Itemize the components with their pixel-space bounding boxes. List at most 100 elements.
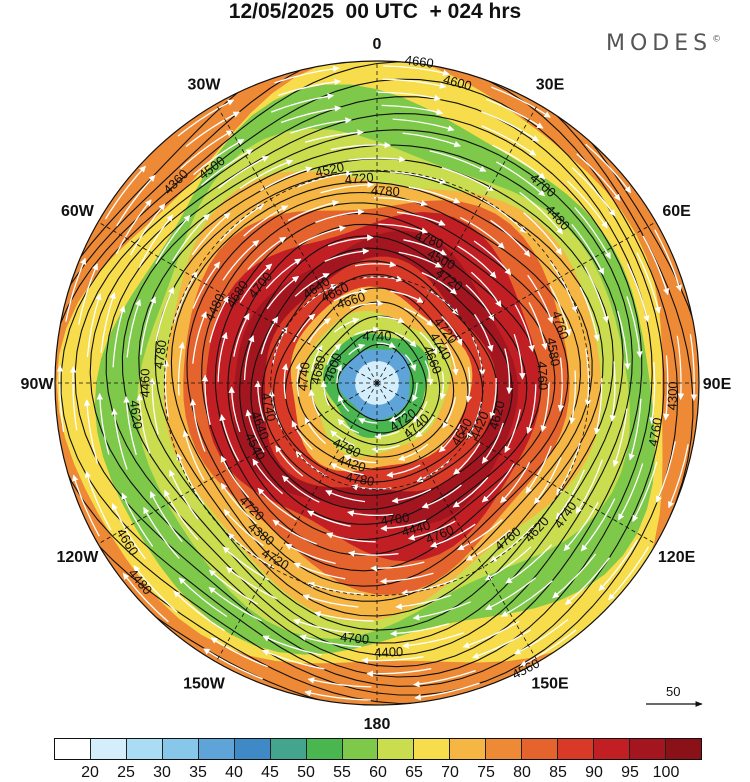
contour-label: 4720 — [344, 170, 374, 187]
streamline — [391, 488, 432, 504]
streamline — [462, 620, 520, 649]
contour-label: 4440 — [400, 517, 432, 539]
streamline — [270, 93, 335, 113]
streamline — [569, 370, 577, 425]
height-contour — [186, 191, 582, 587]
contour-label: 4660 — [404, 52, 435, 71]
streamline — [465, 284, 495, 322]
streamline — [209, 295, 229, 343]
streamline — [632, 461, 658, 522]
streamline — [257, 487, 297, 521]
contour-label: 4780 — [371, 183, 401, 199]
contour-label: 4780 — [151, 339, 170, 370]
colorbar-swatch — [270, 739, 307, 759]
streamline — [626, 296, 643, 358]
colorbar-swatch — [378, 739, 415, 759]
streamline — [376, 341, 396, 348]
streamline — [495, 161, 546, 197]
colorbar-swatch — [55, 739, 91, 759]
streamline — [571, 223, 605, 275]
streamline — [176, 453, 205, 505]
streamline — [136, 393, 151, 454]
streamline — [390, 171, 447, 185]
contour-label: 4760 — [535, 361, 551, 391]
streamline — [203, 648, 263, 680]
colorbar-swatch — [665, 739, 701, 759]
streamline — [556, 442, 581, 496]
streamline — [563, 501, 599, 552]
streamline — [185, 111, 240, 148]
streamline — [280, 105, 342, 124]
streamline — [100, 292, 116, 353]
streamline — [121, 492, 154, 547]
streamline — [65, 257, 86, 322]
streamline — [403, 239, 447, 256]
streamline — [274, 65, 340, 84]
streamline — [320, 380, 330, 406]
contour-label: 4400 — [374, 644, 404, 660]
colorbar-label: 40 — [225, 764, 243, 781]
colorbar-labels: 20 25 30 35 40 45 50 55 60 65 70 75 80 85 90 95 100 — [0, 764, 750, 782]
streamline — [155, 214, 191, 265]
streamline — [254, 380, 265, 422]
lon-30e-label: 30E — [536, 76, 565, 93]
colorbar-label: 80 — [513, 764, 531, 781]
streamline — [609, 361, 617, 422]
streamline — [112, 305, 126, 368]
streamline — [295, 362, 302, 397]
colorbar-label: 50 — [297, 764, 315, 781]
streamline — [133, 565, 178, 613]
streamline — [557, 357, 565, 412]
streamline — [208, 569, 259, 605]
colorbar-label: 70 — [441, 764, 459, 781]
streamline — [642, 235, 670, 296]
lon-120e-label: 120E — [658, 549, 696, 566]
streamline — [402, 132, 461, 148]
streamline — [575, 459, 603, 514]
streamline — [155, 286, 175, 342]
streamline — [222, 546, 270, 581]
streamline — [663, 355, 670, 421]
streamline — [320, 181, 374, 194]
streamline — [333, 288, 368, 302]
streamline — [307, 510, 351, 527]
streamline — [398, 251, 442, 268]
colorbar-swatch — [486, 739, 523, 759]
streamline — [148, 377, 159, 435]
streamline — [390, 290, 424, 304]
lon-60e-label: 60E — [662, 203, 691, 220]
colorbar-swatch — [594, 739, 630, 759]
streamline — [330, 430, 355, 447]
streamline — [378, 223, 428, 234]
streamline — [178, 577, 228, 618]
streamline — [222, 240, 260, 281]
streamline — [228, 386, 241, 433]
streamline — [489, 524, 535, 563]
map-title: 12/05/2025 00 UTC + 024 hrs — [228, 0, 522, 23]
streamline — [219, 203, 265, 242]
streamline — [445, 343, 459, 376]
streamline — [347, 510, 393, 517]
streamline — [299, 634, 362, 648]
colorbar-swatch — [522, 739, 559, 759]
streamline — [343, 455, 377, 464]
streamline — [219, 414, 240, 462]
vector-reference-value: 50 — [666, 684, 681, 699]
streamline — [315, 208, 365, 224]
streamline — [395, 594, 452, 610]
streamline — [519, 629, 577, 667]
streamline — [377, 315, 405, 323]
streamline — [330, 141, 391, 151]
contour-label: 4760 — [645, 416, 665, 447]
streamline — [304, 129, 364, 143]
colorbar-label: 100 — [652, 764, 680, 781]
streamline — [262, 649, 325, 670]
streamline — [380, 519, 427, 532]
streamline — [412, 601, 471, 621]
streamline — [382, 78, 447, 89]
colorbar-label: 75 — [477, 764, 495, 781]
streamline — [689, 334, 698, 401]
streamline — [649, 361, 656, 425]
streamline — [143, 506, 180, 559]
streamline — [348, 550, 399, 557]
